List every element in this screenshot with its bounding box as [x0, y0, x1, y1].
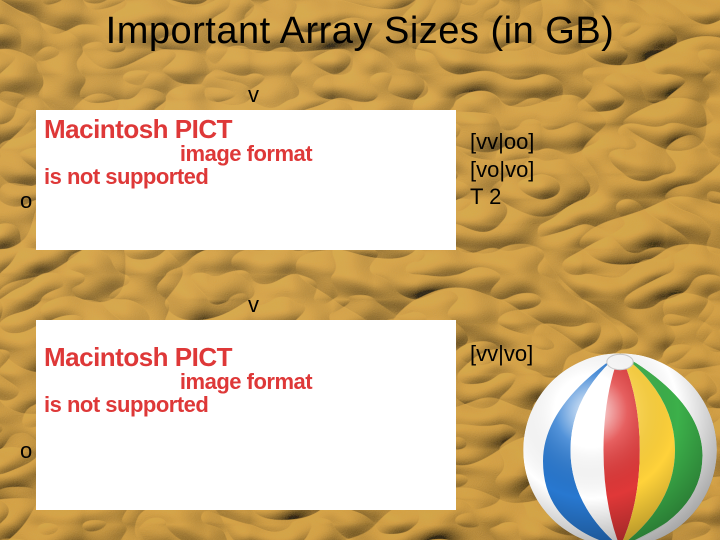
bottom-axis-label-v: v [248, 292, 259, 318]
beachball [510, 340, 720, 540]
side-label: [vv|oo] [470, 128, 534, 156]
bottom-image-placeholder: Macintosh PICT image format is not suppo… [36, 320, 456, 510]
top-axis-label-v: v [248, 82, 259, 108]
error-line-3: is not supported [44, 393, 448, 416]
top-axis-label-o: o [20, 188, 32, 214]
error-line-1: Macintosh PICT [44, 116, 448, 142]
slide: Important Array Sizes (in GB) v o Macint… [0, 0, 720, 540]
error-line-3: is not supported [44, 165, 448, 188]
error-line-2: image format [44, 370, 448, 393]
error-line-1: Macintosh PICT [44, 344, 448, 370]
side-label: T 2 [470, 183, 534, 211]
top-side-labels: [vv|oo] [vo|vo] T 2 [470, 128, 534, 211]
slide-title: Important Array Sizes (in GB) [0, 10, 720, 53]
side-label: [vv|vo] [470, 340, 533, 368]
bottom-axis-label-o: o [20, 438, 32, 464]
error-line-2: image format [44, 142, 448, 165]
side-label: [vo|vo] [470, 156, 534, 184]
bottom-side-labels: [vv|vo] [470, 340, 533, 368]
top-image-placeholder: Macintosh PICT image format is not suppo… [36, 110, 456, 250]
